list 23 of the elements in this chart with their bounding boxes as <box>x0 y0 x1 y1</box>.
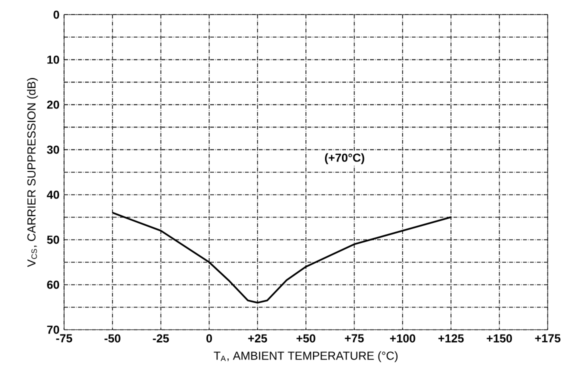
line-series <box>112 212 452 304</box>
x-tick-label: +50 <box>296 334 316 343</box>
annotation: (+70°C) <box>324 154 364 164</box>
y-tick-label: 40 <box>46 190 60 200</box>
y-tick-label: 50 <box>47 236 60 244</box>
y-tick-label: 0 <box>54 10 60 20</box>
x-tick-label: +75 <box>344 334 364 343</box>
y-tick-label: 10 <box>47 56 60 64</box>
x-tick-label: +125 <box>438 334 464 343</box>
y-tick-label: 20 <box>47 100 60 110</box>
x-axis-title: T$_{A}$, AMBIENT TEMPERATURE (°C) <box>214 352 398 362</box>
x-tick-label: +175 <box>535 334 560 343</box>
x-tick-label: -50 <box>104 334 120 343</box>
x-tick-label: +150 <box>486 334 512 343</box>
y-axis-title: V$_{CS}$, CARRIER SUPPRESSION (dB) <box>27 78 38 268</box>
x-tick-label: +100 <box>390 334 416 343</box>
x-tick-label: +25 <box>248 334 268 343</box>
y-tick-label: 70 <box>47 326 60 334</box>
x-tick-label: 0 <box>206 334 212 343</box>
x-tick-label: -25 <box>152 334 169 343</box>
y-tick-label: 30 <box>46 146 60 154</box>
x-tick-label: -75 <box>56 334 72 343</box>
y-tick-label: 60 <box>47 280 60 290</box>
